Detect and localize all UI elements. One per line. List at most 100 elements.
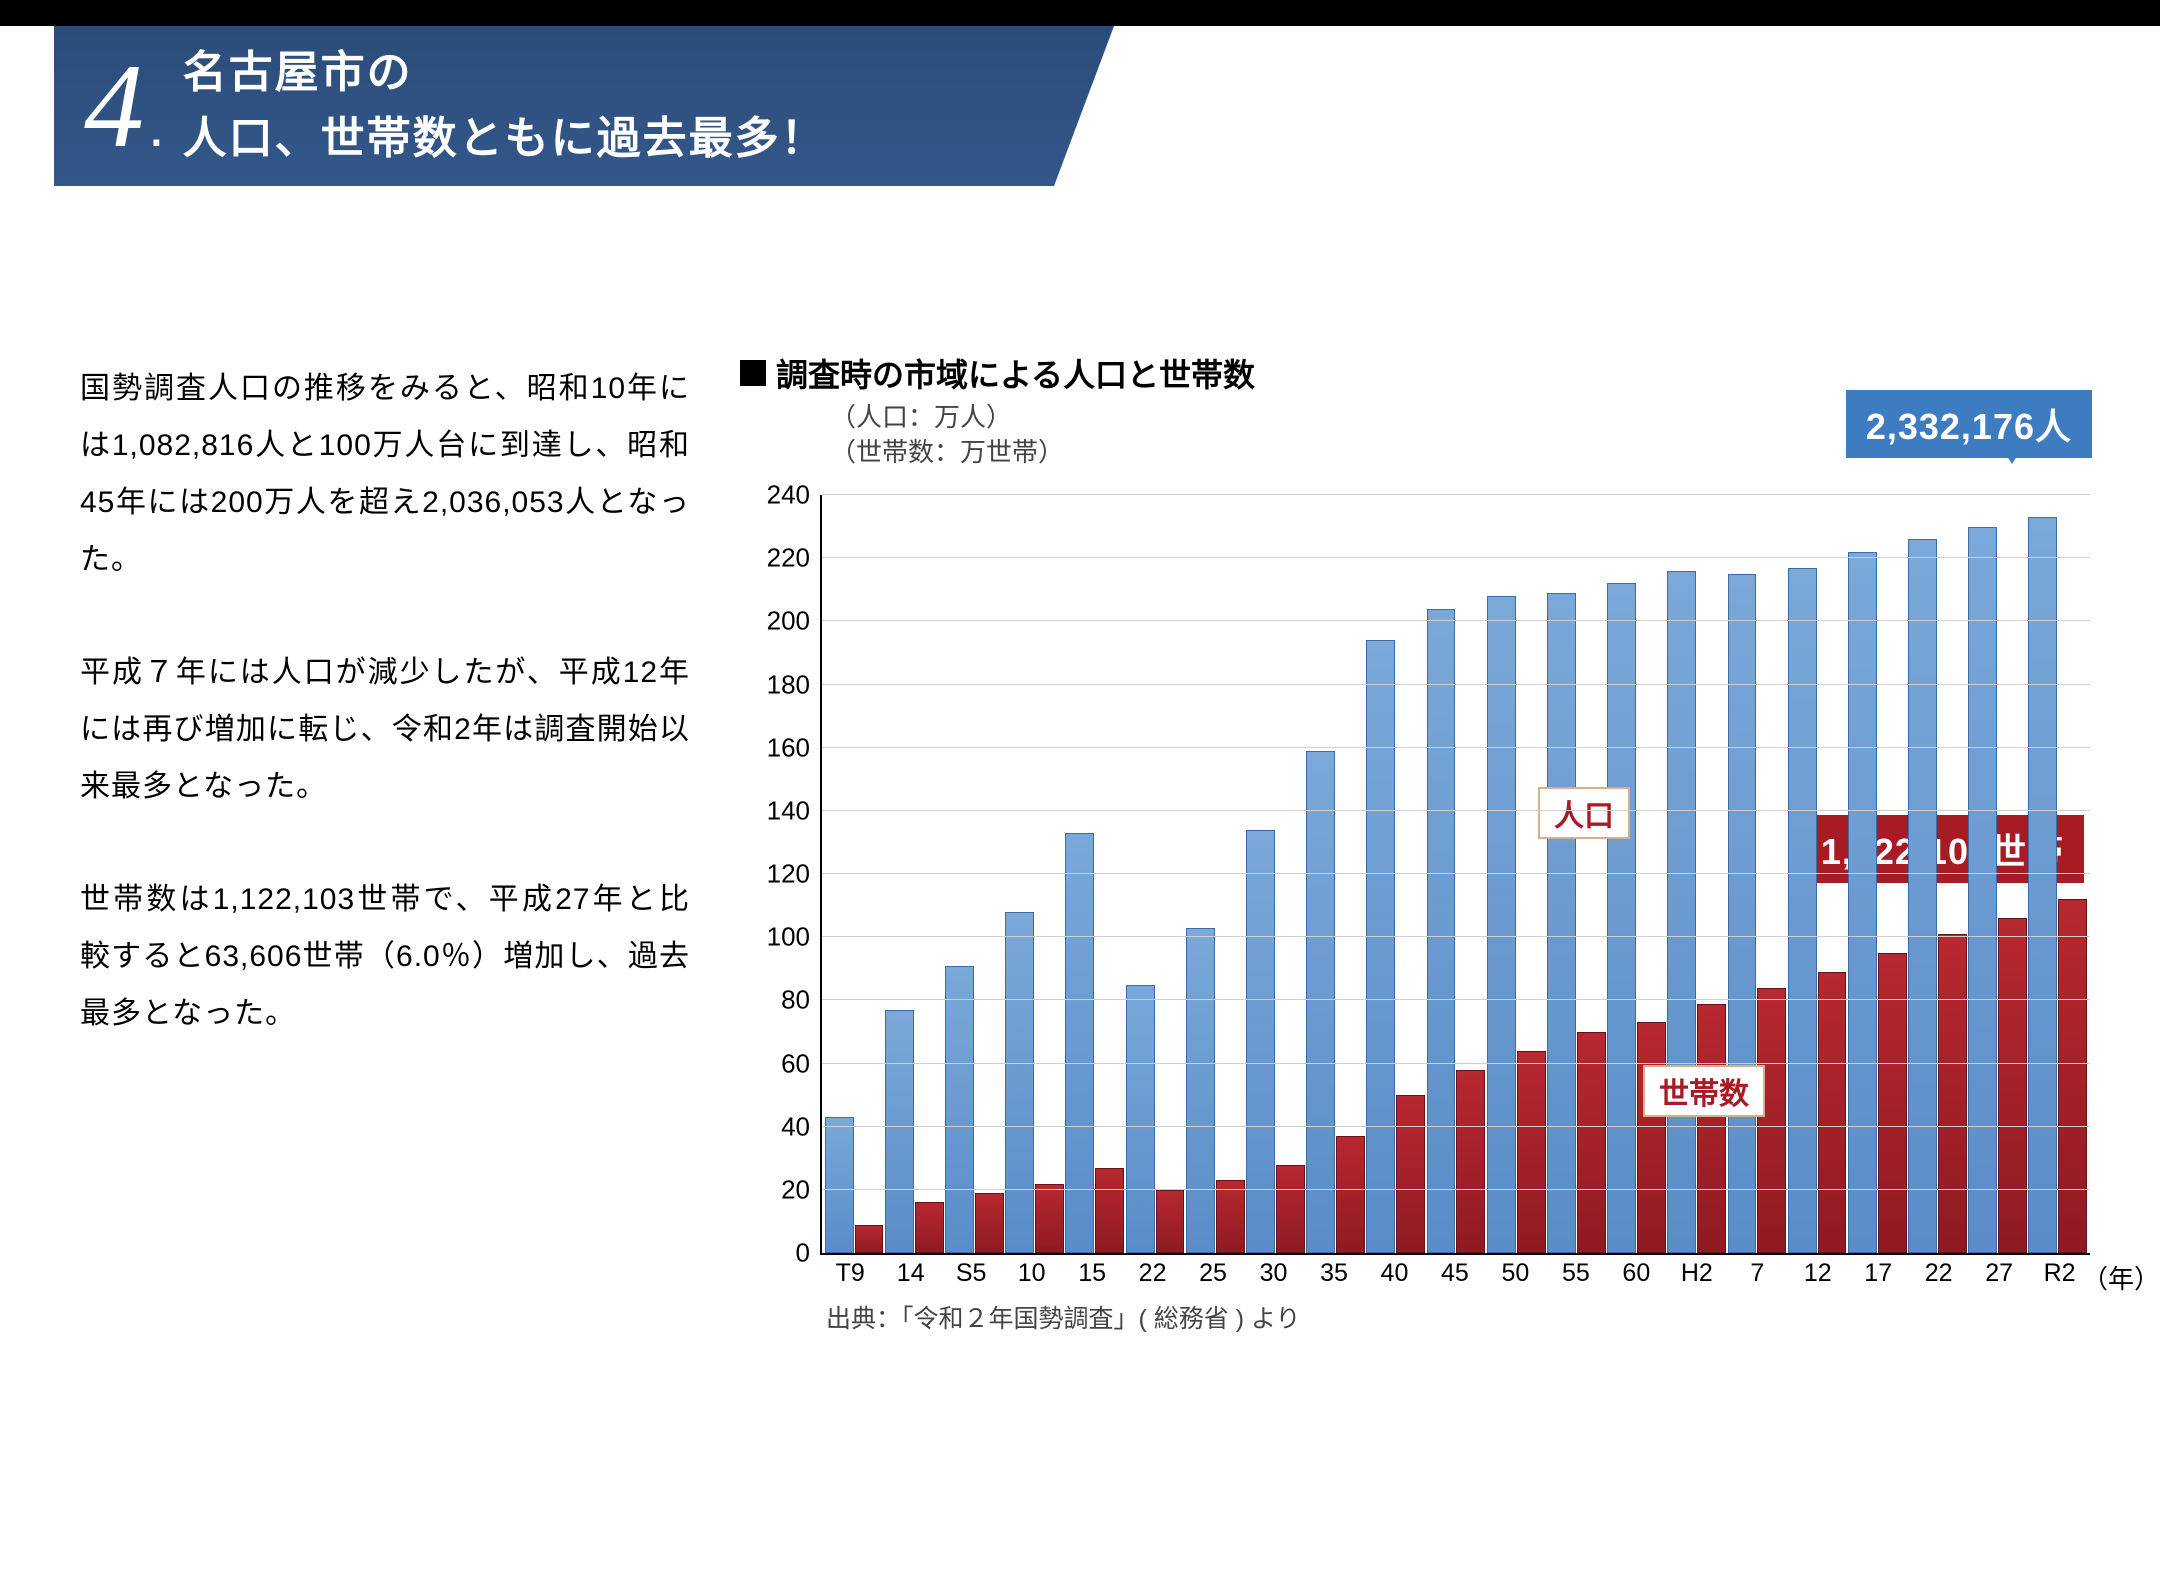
gridline (822, 620, 2090, 621)
gridline (822, 557, 2090, 558)
bar-group (1306, 495, 1366, 1253)
xtick-label: 25 (1183, 1259, 1243, 1288)
bar-population (1487, 596, 1516, 1253)
xtick-label: 55 (1546, 1259, 1606, 1288)
gridline (822, 494, 2090, 495)
bar-group (884, 495, 944, 1253)
bar-households (975, 1193, 1004, 1253)
gridline (822, 1189, 2090, 1190)
xtick-label: 35 (1304, 1259, 1364, 1288)
ytick-label: 60 (781, 1048, 810, 1079)
bar-population (2028, 517, 2057, 1253)
gridline (822, 936, 2090, 937)
bar-population (1908, 539, 1937, 1253)
chart-title: 調査時の市域による人口と世帯数 (776, 350, 1255, 396)
xtick-label: 40 (1364, 1259, 1424, 1288)
bar-population (885, 1010, 914, 1253)
bar-households (1035, 1184, 1064, 1253)
bar-households (1697, 1004, 1726, 1254)
bar-households (1757, 988, 1786, 1253)
ytick-label: 220 (767, 543, 810, 574)
bar-population (1366, 640, 1395, 1253)
bar-households (1336, 1136, 1365, 1253)
bar-households (855, 1225, 884, 1253)
xtick-label: S5 (941, 1259, 1001, 1288)
plot-area: 人口 世帯数 020406080100120140160180200220240 (820, 495, 2090, 1255)
bar-households (1216, 1180, 1245, 1253)
section-title-line1: 名古屋市の (183, 40, 827, 106)
xtick-label: 14 (880, 1259, 940, 1288)
bar-households (1095, 1168, 1124, 1253)
gridline (822, 747, 2090, 748)
bar-households (2058, 899, 2087, 1253)
ytick-label: 140 (767, 795, 810, 826)
callout-population: 2,332,176人 (1846, 390, 2092, 458)
bar-population (1728, 574, 1757, 1253)
bar-group (1546, 495, 1606, 1253)
ytick-label: 20 (781, 1174, 810, 1205)
bar-group (1787, 495, 1847, 1253)
xtick-label: R2 (2029, 1259, 2089, 1288)
bar-group (2028, 495, 2088, 1253)
bar-group (1005, 495, 1065, 1253)
bar-population (1547, 593, 1576, 1253)
ytick-label: 40 (781, 1111, 810, 1142)
bar-households (1878, 953, 1907, 1253)
x-ticks: T914S51015222530354045505560H2712172227R… (820, 1259, 2090, 1288)
x-axis-unit: （年） (2082, 1259, 2160, 1296)
ytick-label: 100 (767, 922, 810, 953)
section-number: 4 (84, 46, 144, 166)
bar-group (1185, 495, 1245, 1253)
bar-population (1126, 985, 1155, 1253)
bar-population (1848, 552, 1877, 1253)
bar-group (1968, 495, 2028, 1253)
ytick-label: 120 (767, 859, 810, 890)
section-title-line2: 人口、世帯数ともに過去最多！ (183, 106, 827, 172)
bar-households (1998, 918, 2027, 1253)
xtick-label: 12 (1788, 1259, 1848, 1288)
bar-households (1396, 1095, 1425, 1253)
bar-households (1276, 1165, 1305, 1253)
bar-households (1456, 1070, 1485, 1253)
bar-households (1156, 1190, 1185, 1253)
xtick-label: 22 (1122, 1259, 1182, 1288)
top-black-bar (0, 0, 2160, 26)
bar-households (915, 1202, 944, 1253)
bar-group (1486, 495, 1546, 1253)
bar-group (944, 495, 1004, 1253)
bar-population (1065, 833, 1094, 1253)
paragraph-3: 世帯数は1,122,103世帯で、平成27年と比較すると63,606世帯（6.0… (80, 871, 690, 1042)
gridline (822, 810, 2090, 811)
bar-households (1577, 1032, 1606, 1253)
bar-households (1938, 934, 1967, 1253)
bar-population (945, 966, 974, 1253)
bar-group (824, 495, 884, 1253)
bar-population (1667, 571, 1696, 1253)
bar-population (1788, 568, 1817, 1253)
square-bullet-icon (740, 360, 766, 386)
bar-group (1125, 495, 1185, 1253)
bar-group (1065, 495, 1125, 1253)
chart-column: 調査時の市域による人口と世帯数 （人口：万人） （世帯数：万世帯） 2,332,… (740, 350, 2100, 1494)
paragraph-2: 平成７年には人口が減少したが、平成12年には再び増加に転じ、令和2年は調査開始以… (80, 644, 690, 815)
xtick-label: 60 (1606, 1259, 1666, 1288)
xtick-label: 45 (1425, 1259, 1485, 1288)
plot-wrap: 人口 世帯数 020406080100120140160180200220240… (740, 495, 2100, 1315)
bar-group (1727, 495, 1787, 1253)
xtick-label: 50 (1485, 1259, 1545, 1288)
bars-container (822, 495, 2090, 1253)
xtick-label: 15 (1062, 1259, 1122, 1288)
inline-label-population: 人口 (1538, 787, 1630, 839)
section-dot: . (148, 96, 165, 156)
bar-group (1606, 495, 1666, 1253)
bar-households (1517, 1051, 1546, 1253)
xtick-label: 7 (1727, 1259, 1787, 1288)
xtick-label: 30 (1243, 1259, 1303, 1288)
text-column: 国勢調査人口の推移をみると、昭和10年には1,082,816人と100万人台に到… (80, 350, 690, 1494)
bar-group (1907, 495, 1967, 1253)
gridline (822, 999, 2090, 1000)
bar-group (1245, 495, 1305, 1253)
gridline (822, 1063, 2090, 1064)
chart-source: 出典：「令和２年国勢調査」( 総務省 ) より (826, 1299, 1301, 1335)
bar-households (1818, 972, 1847, 1253)
